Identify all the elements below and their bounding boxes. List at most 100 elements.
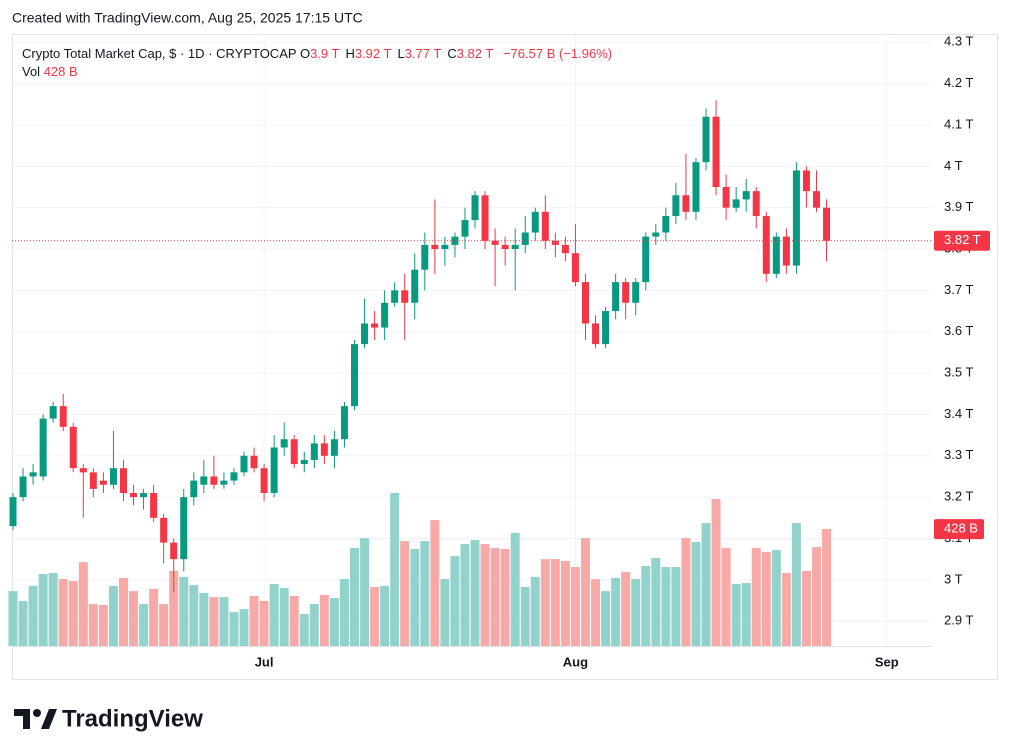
volume-bar — [58, 579, 68, 646]
candle-body — [782, 236, 790, 266]
candle-body — [802, 170, 810, 192]
volume-bar — [661, 567, 671, 646]
last-volume-box — [934, 519, 984, 540]
candle-body — [722, 187, 730, 208]
candle-body — [320, 443, 328, 456]
volume-bar — [570, 567, 580, 646]
volume-bar — [761, 552, 771, 646]
price-legend: Crypto Total Market Cap, $ · 1D · CRYPTO… — [22, 45, 612, 63]
candle-body — [401, 290, 409, 303]
y-tick-label: 3.2 T — [944, 489, 973, 504]
volume-bar — [129, 591, 139, 646]
candle-body — [19, 476, 27, 498]
symbol: Crypto Total Market Cap, $ · 1D · CRYPTO… — [22, 46, 297, 61]
y-tick-label: 3.6 T — [944, 323, 973, 338]
candle-body — [119, 468, 127, 493]
candle-body — [210, 476, 218, 485]
last-volume-label: 428 B — [944, 521, 978, 536]
volume-bar — [289, 596, 299, 646]
candle-body — [340, 406, 348, 440]
ohlc-key: C — [447, 46, 457, 61]
logo: TradingView — [14, 705, 203, 732]
volume-bar — [8, 591, 18, 646]
volume-bar — [199, 592, 209, 646]
candle-body — [712, 116, 720, 187]
candle-body — [742, 191, 750, 200]
candle-body — [160, 517, 168, 543]
candle-body — [9, 497, 17, 527]
volume-bar — [400, 541, 410, 646]
ohlc-value: 3.92 T — [354, 46, 392, 61]
volume-bar — [631, 579, 641, 646]
candle-body — [752, 191, 760, 216]
volume-bar — [149, 588, 159, 646]
volume-bar — [339, 579, 349, 646]
brand: TradingView — [62, 705, 203, 732]
candle-body — [290, 439, 298, 465]
volume-bar — [249, 596, 259, 646]
candle-body — [371, 323, 379, 328]
candle-body — [130, 493, 138, 498]
volume-bar — [360, 538, 370, 646]
volume-bar — [731, 583, 741, 646]
volume-bar — [651, 558, 661, 646]
candle-body — [792, 170, 800, 266]
candle-body — [170, 542, 178, 560]
candle-body — [200, 476, 208, 485]
volume-bar — [560, 561, 570, 646]
volume-bar — [28, 585, 38, 646]
candle-body — [99, 480, 107, 485]
volume-bar — [771, 550, 781, 646]
volume-bar — [601, 591, 611, 646]
volume-bar — [239, 609, 249, 646]
ohlc-value: 3.77 T — [404, 46, 442, 61]
candle-body — [632, 282, 640, 303]
candle-body — [270, 447, 278, 493]
volume-bar — [811, 547, 821, 646]
ohlc: O3.9 T H3.92 T L3.77 T C3.82 T — [300, 46, 499, 61]
volume-bar — [219, 597, 229, 646]
candle-body — [411, 269, 419, 303]
candle-body — [280, 439, 288, 448]
volume-bar — [139, 603, 149, 646]
candle-body — [300, 459, 308, 465]
candle-body — [471, 195, 479, 221]
volume-bar — [691, 541, 701, 646]
volume-bar — [169, 570, 179, 646]
candle-body — [330, 439, 338, 456]
candle-body — [230, 472, 238, 481]
plot: 4.3 T4.2 T4.1 T4 T3.9 T3.8 T3.7 T3.6 T3.… — [8, 34, 990, 669]
candle-body — [250, 455, 258, 469]
candle-body — [521, 232, 529, 245]
volume-bar — [520, 586, 530, 646]
volume-bar — [681, 538, 691, 646]
volume-bar — [641, 565, 651, 646]
y-tick-label: 3.4 T — [944, 406, 973, 421]
candle-body — [571, 253, 579, 283]
candle-body — [150, 493, 158, 518]
x-tick-label: Aug — [563, 654, 588, 669]
candle-body — [732, 199, 740, 208]
volume-bar — [48, 573, 58, 646]
volume-bar — [118, 577, 128, 646]
volume-bar — [510, 532, 520, 646]
volume-bar — [189, 585, 199, 646]
volume-bar — [159, 603, 169, 646]
volume-bar — [370, 586, 380, 646]
candle-body — [812, 191, 820, 208]
volume-bar — [390, 493, 400, 646]
candle-body — [240, 455, 248, 473]
volume-bar — [78, 562, 88, 646]
y-tick-label: 2.9 T — [944, 613, 973, 628]
candle-body — [602, 311, 610, 345]
last-price-label: 3.82 T — [944, 232, 981, 247]
candle-body — [310, 443, 318, 460]
candle-body — [140, 493, 148, 498]
volume-value: 428 B — [43, 64, 78, 79]
candle-body — [29, 472, 37, 477]
candle-body — [391, 290, 399, 303]
candle-body — [451, 236, 459, 245]
volume-bar — [480, 544, 490, 646]
